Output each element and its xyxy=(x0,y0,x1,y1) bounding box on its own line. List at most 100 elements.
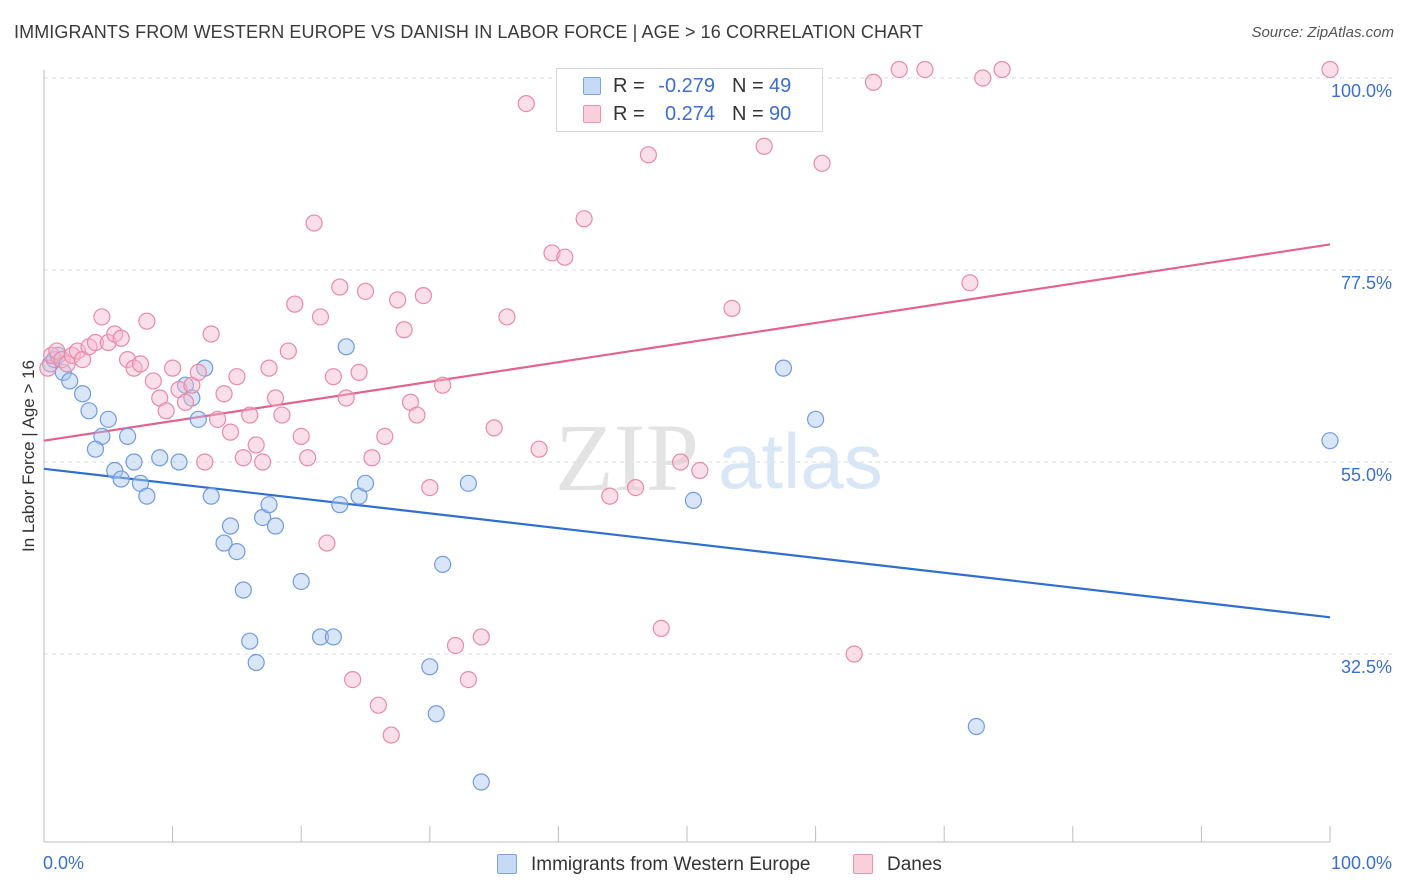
n-label: N = xyxy=(732,75,764,97)
y-tick-label: 100.0% xyxy=(1331,81,1392,101)
point-western-europe xyxy=(234,581,252,599)
r-label: R = xyxy=(613,103,645,125)
point-danes xyxy=(318,534,336,552)
point-western-europe xyxy=(151,449,169,467)
point-danes xyxy=(202,325,220,343)
point-danes xyxy=(164,359,182,377)
point-danes xyxy=(247,436,265,454)
point-danes xyxy=(993,60,1011,79)
point-western-europe xyxy=(61,372,79,390)
point-danes xyxy=(813,154,831,172)
point-danes xyxy=(209,410,227,428)
point-western-europe xyxy=(80,402,98,420)
axes xyxy=(43,70,1331,843)
y-tick-label: 55.0% xyxy=(1341,465,1392,485)
point-danes xyxy=(363,449,381,467)
point-danes xyxy=(530,440,548,458)
point-danes xyxy=(273,406,291,424)
point-western-europe xyxy=(1321,432,1339,450)
point-danes xyxy=(556,248,574,266)
point-danes xyxy=(389,291,407,309)
point-danes xyxy=(974,69,992,87)
point-western-europe xyxy=(967,717,985,736)
point-western-europe xyxy=(311,628,330,646)
point-danes xyxy=(691,461,709,480)
point-danes xyxy=(138,312,156,330)
point-danes xyxy=(459,670,477,689)
point-danes xyxy=(369,696,387,714)
point-western-europe xyxy=(202,487,220,505)
point-danes xyxy=(221,423,240,441)
point-danes xyxy=(414,287,432,305)
point-western-europe xyxy=(331,496,349,514)
point-western-europe xyxy=(125,453,143,471)
point-danes xyxy=(575,210,593,228)
point-western-europe xyxy=(292,572,310,591)
point-western-europe xyxy=(472,773,490,791)
point-danes xyxy=(498,308,516,326)
point-danes xyxy=(356,282,375,300)
point-danes xyxy=(254,453,272,471)
point-danes xyxy=(196,453,214,471)
point-danes xyxy=(215,385,233,403)
point-western-europe xyxy=(138,487,156,505)
point-western-europe xyxy=(459,474,477,492)
point-danes xyxy=(131,355,150,373)
point-danes xyxy=(99,333,117,352)
point-danes xyxy=(671,453,690,471)
x-tick-label: 100.0% xyxy=(1331,853,1392,873)
point-danes xyxy=(279,342,297,360)
legend-swatch-blue xyxy=(583,77,601,95)
point-danes xyxy=(864,73,883,91)
point-danes xyxy=(93,308,111,326)
point-danes xyxy=(324,368,342,386)
point-western-europe xyxy=(434,555,452,574)
point-western-europe xyxy=(684,491,703,509)
n-label: N = xyxy=(732,103,764,125)
point-western-europe xyxy=(86,440,105,458)
point-danes xyxy=(446,636,465,655)
point-danes xyxy=(86,333,105,352)
point-danes xyxy=(626,479,645,497)
watermark-atlas: atlas xyxy=(718,417,883,505)
point-western-europe xyxy=(170,453,188,471)
point-danes xyxy=(395,321,413,339)
legend-swatch-pink xyxy=(583,105,601,123)
point-danes xyxy=(421,479,439,497)
point-western-europe xyxy=(806,410,825,428)
point-danes xyxy=(331,278,349,296)
point-western-europe xyxy=(427,705,445,723)
point-western-europe xyxy=(99,410,117,428)
point-danes xyxy=(543,244,561,262)
point-danes xyxy=(234,449,252,467)
point-danes xyxy=(260,359,278,377)
point-danes xyxy=(961,274,979,292)
point-western-europe xyxy=(112,470,130,488)
point-western-europe xyxy=(106,461,124,480)
point-danes xyxy=(517,94,535,113)
n-value: 90 xyxy=(769,103,792,125)
point-danes xyxy=(337,389,355,407)
r-value: 0.274 xyxy=(664,103,715,125)
point-danes xyxy=(916,60,934,79)
point-danes xyxy=(311,308,330,326)
legend-row-danes: R = 0.274 N = 90 xyxy=(557,100,822,128)
watermark-zip: ZIP xyxy=(555,404,699,511)
point-danes xyxy=(472,628,490,646)
point-danes xyxy=(1321,60,1339,79)
legend-label: Danes xyxy=(887,854,942,875)
point-danes xyxy=(723,299,741,317)
point-danes xyxy=(292,427,310,445)
point-western-europe xyxy=(215,534,233,552)
legend-swatch-pink xyxy=(853,854,873,874)
point-danes xyxy=(755,137,773,155)
point-danes xyxy=(350,363,368,381)
n-value: 49 xyxy=(769,75,792,97)
point-western-europe xyxy=(118,427,137,445)
point-western-europe xyxy=(241,632,259,650)
point-danes xyxy=(845,645,863,663)
point-danes xyxy=(890,60,908,79)
data-points xyxy=(39,60,1339,791)
chart-title: IMMIGRANTS FROM WESTERN EUROPE VS DANISH… xyxy=(14,22,924,42)
point-danes xyxy=(434,376,452,394)
